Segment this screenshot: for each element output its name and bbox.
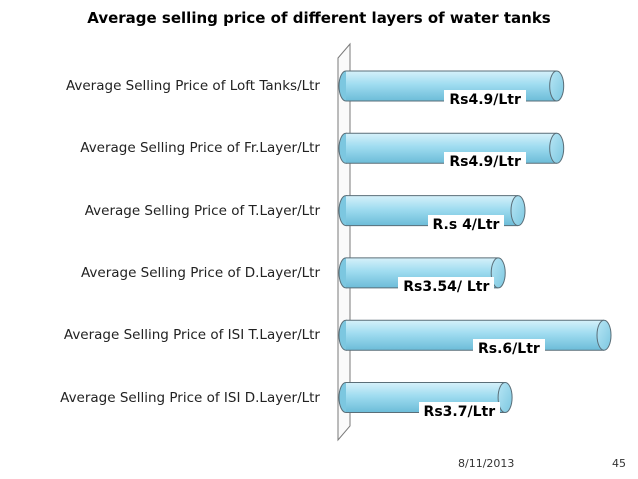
axis-wall-panel [337, 42, 351, 442]
data-label-4: Rs3.54/ Ltr [398, 276, 495, 297]
data-label-3: R.s 4/Ltr [427, 214, 505, 235]
data-label-1: Rs4.9/Ltr [444, 90, 526, 110]
footer-date: 8/11/2013 [458, 457, 515, 470]
data-label-6: Rs3.7/Ltr [418, 401, 501, 422]
page-number: 45 [612, 457, 626, 470]
axis-wall [337, 42, 351, 442]
category-label-5: Average Selling Price of ISI T.Layer/Ltr [63, 327, 320, 344]
category-label-2: Average Selling Price of Fr.Layer/Ltr [80, 140, 320, 157]
data-label-5: Rs.6/Ltr [473, 339, 545, 360]
category-label-1: Average Selling Price of Loft Tanks/Ltr [65, 78, 320, 94]
chart-title: Average selling price of different layer… [87, 9, 551, 27]
category-label-3: Average Selling Price of T.Layer/Ltr [84, 202, 320, 219]
category-label-4: Average Selling Price of D.Layer/Ltr [80, 264, 320, 281]
category-label-6: Average Selling Price of ISI D.Layer/Ltr [60, 389, 320, 406]
data-label-2: Rs4.9/Ltr [444, 152, 526, 173]
